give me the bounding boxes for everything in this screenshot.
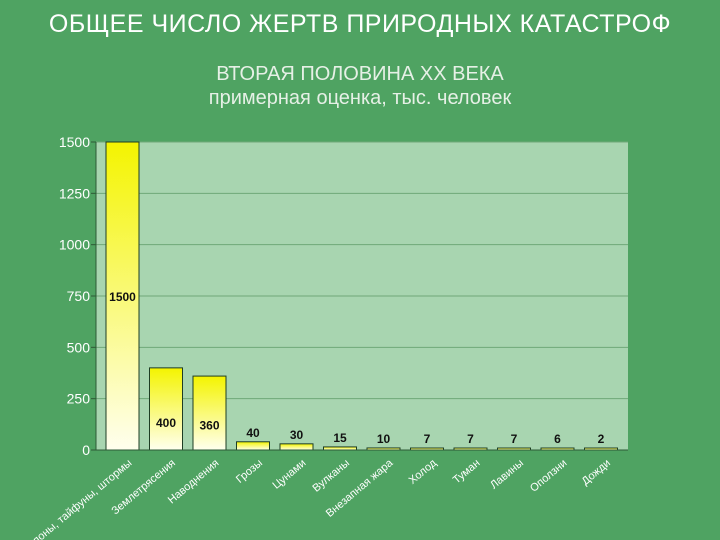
y-tick-label: 500 xyxy=(67,339,91,355)
bar xyxy=(236,441,270,451)
data-label: 10 xyxy=(377,432,391,446)
x-tick-label: Дожди xyxy=(580,457,613,488)
x-tick-label: Лавины xyxy=(488,457,526,492)
bars xyxy=(105,141,618,451)
x-tick-label: Циклоны, тайфуны, штормы xyxy=(16,457,135,540)
data-label: 400 xyxy=(156,416,176,430)
data-label: 7 xyxy=(511,432,518,446)
x-tick-label: Грозы xyxy=(234,457,265,486)
chart-subtitle-line-1: ВТОРАЯ ПОЛОВИНА XX ВЕКА xyxy=(216,63,504,85)
data-label: 7 xyxy=(424,432,431,446)
bar xyxy=(279,443,314,451)
x-tick-label: Туман xyxy=(451,457,483,486)
gridlines xyxy=(96,141,628,400)
y-tick-label: 750 xyxy=(67,288,91,304)
data-label: 7 xyxy=(467,432,474,446)
y-tick-label: 1500 xyxy=(59,134,90,150)
y-tick-label: 250 xyxy=(67,391,91,407)
y-tick-label: 0 xyxy=(82,442,90,458)
data-label: 6 xyxy=(554,432,561,446)
y-axis: 0 250 500 750 1000 1250 1500 xyxy=(59,134,97,458)
chart-subtitle: ВТОРАЯ ПОЛОВИНА XX ВЕКА примерная оценка… xyxy=(0,62,720,110)
data-label: 2 xyxy=(598,432,605,446)
data-label: 40 xyxy=(246,426,260,440)
y-tick-label: 1000 xyxy=(59,237,90,253)
x-tick-label: Оползни xyxy=(528,457,569,495)
chart-subtitle-line-2: примерная оценка, тыс. человек xyxy=(208,87,512,109)
x-tick-label: Цунами xyxy=(270,457,308,492)
data-label: 15 xyxy=(333,431,347,445)
bar xyxy=(192,375,227,451)
data-label: 1500 xyxy=(109,290,136,304)
x-axis: Циклоны, тайфуны, штормыЗемлетрясенияНав… xyxy=(16,449,628,540)
data-label: 30 xyxy=(290,428,304,442)
x-tick-label: Вулканы xyxy=(310,457,352,495)
x-tick-label: Холод xyxy=(407,457,440,487)
bar xyxy=(149,367,183,451)
chart-title: ОБЩЕЕ ЧИСЛО ЖЕРТВ ПРИРОДНЫХ КАТАСТРОФ xyxy=(48,10,672,38)
data-label: 360 xyxy=(199,419,219,433)
y-tick-label: 1250 xyxy=(59,185,90,201)
bar xyxy=(105,141,140,451)
data-labels: 1500 400 360 40 30 15 10 7 7 7 6 2 xyxy=(109,290,605,446)
